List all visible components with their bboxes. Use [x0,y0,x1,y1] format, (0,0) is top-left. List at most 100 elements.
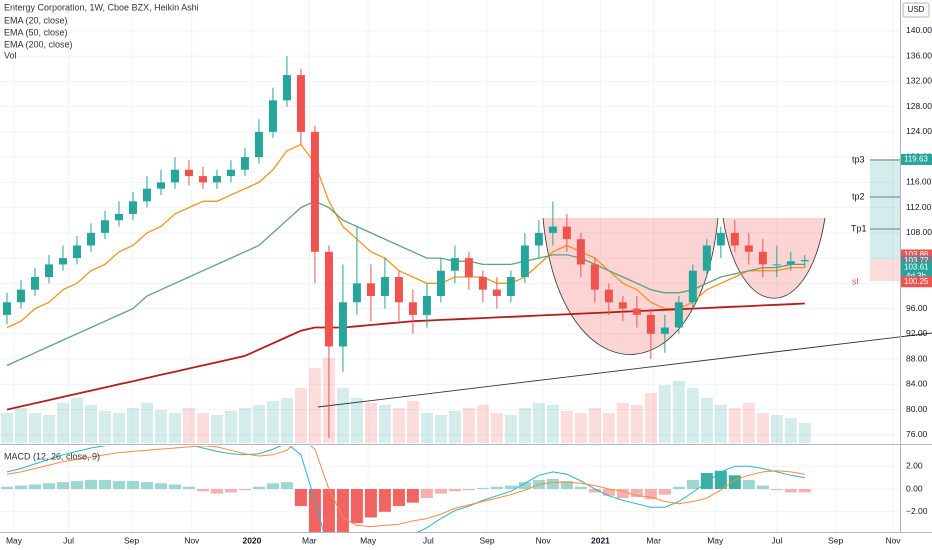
macd-histogram-bar [700,473,713,489]
volume-bar [140,403,153,443]
candle-body [492,289,501,296]
candle-body [408,302,417,315]
y-tick-label: 108.00 [906,227,932,237]
volume-bar [420,413,433,443]
candle-body [604,289,613,303]
x-tick-label: Sep [480,535,495,545]
macd-histogram-bar [616,489,629,499]
macd-title: MACD (12, 26, close, 9) [4,451,100,461]
volume-bar [406,401,419,443]
volume-bar [392,408,405,443]
candle-body [702,245,711,271]
candle-body [590,264,599,290]
x-tick-label: Mar [302,535,317,545]
indicator-label: EMA (200, close) [4,39,73,49]
candle-body [520,245,529,278]
stop-label: sl [852,276,859,286]
y-tick-label: 84.00 [906,379,928,389]
volume-bar [154,410,167,443]
candle-body [86,232,95,246]
x-tick-label: May [360,535,377,545]
macd-histogram-bar [294,489,307,507]
target-label: tp3 [852,154,865,164]
y-tick-label: 2.00 [906,460,923,470]
candle-body [44,264,53,278]
candle-body [716,232,725,246]
countdown: 4d 3h [906,272,926,281]
candle-body [212,176,221,183]
indicator-label: EMA (20, close) [4,15,68,25]
volume-bar [462,408,475,443]
candle-body [744,245,753,252]
macd-histogram-bar [560,481,573,489]
candle-body [366,283,375,296]
candle-body [30,277,39,290]
currency[interactable]: USD [908,5,925,14]
y-tick-label: 92.00 [906,328,928,338]
macd-histogram-bar [140,482,153,489]
volume-bar [700,398,713,443]
macd-histogram-bar [308,489,321,532]
candle-body [576,239,585,265]
volume-bar [476,405,489,443]
macd-histogram-bar [182,486,195,489]
price-tag-label: 103.86 [904,250,929,259]
handle-curve [722,217,826,299]
target-label: tp2 [852,191,865,201]
y-tick-label: 128.00 [906,101,932,111]
volume-layer [0,358,811,443]
volume-bar [490,413,503,443]
volume-bar [518,408,531,443]
price-tag [901,249,932,261]
ema-line [6,200,805,366]
x-tick-label: May [707,535,724,545]
macd-histogram-bar [364,489,377,518]
volume-bar [294,388,307,443]
candle-body [184,169,193,177]
volume-bar [504,415,517,443]
candle-body [632,308,641,315]
macd-histogram-bar [224,489,237,493]
cup-curve [542,217,719,355]
volume-bar [616,403,629,443]
y-tick-label: 112.00 [906,202,932,212]
x-tick-label: Sep [124,535,139,545]
volume-bar [308,368,321,443]
candle-body [450,258,459,271]
price-tag-label: 100.25 [904,277,929,286]
price-tag-label: 103.72 [904,256,929,265]
candle-body [226,169,235,177]
macd-histogram-bar [238,489,251,491]
macd-histogram-bar [84,479,97,489]
y-tick-label: 124.00 [906,126,932,136]
macd-histogram-bar [714,470,727,489]
candle-body [688,270,697,303]
macd-histogram-bar [490,486,503,489]
x-tick-label: Mar [646,535,661,545]
macd-histogram-bar [168,484,181,489]
x-tick-label: 2021 [591,535,610,545]
volume-bar [546,405,559,443]
candle-body [758,251,767,265]
price-tag [901,276,932,288]
y-tick-label: 76.00 [906,429,928,439]
price-tag [901,153,932,165]
candle-body [548,226,557,233]
x-tick-label: May [6,535,23,545]
candle-body [618,302,627,309]
macd-histogram-bar [784,489,797,493]
currency-badge[interactable] [902,2,930,18]
volume-bar [336,388,349,443]
volume-bar [98,411,111,443]
candle-body [352,283,361,303]
candle-body [16,289,25,303]
macd-histogram-bar [518,482,531,489]
chart-title: Entergy Corporation, 1W, Cboe BZX, Heiki… [4,2,199,12]
volume-bar [644,393,657,443]
candle-body [394,277,403,303]
volume-bar [378,405,391,443]
macd-histogram-bar [280,482,293,489]
indicator-label: Vol [4,50,17,60]
y-tick-label: 88.00 [906,353,928,363]
